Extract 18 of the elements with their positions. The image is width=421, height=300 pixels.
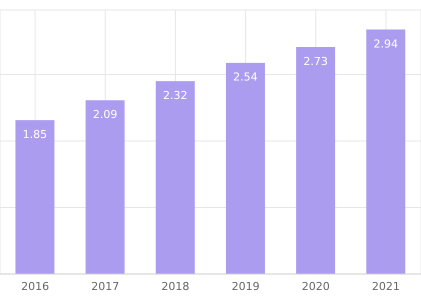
x-tick-label: 2018 (161, 280, 190, 293)
x-tick-label: 2021 (372, 280, 400, 293)
data-label: 2.94 (374, 37, 398, 50)
bar (296, 47, 336, 274)
data-label: 2.09 (92, 108, 118, 122)
x-tick-label: 2017 (91, 280, 120, 293)
bar (86, 100, 125, 274)
x-tick-label: 2019 (232, 280, 260, 293)
x-tick-label: 2016 (21, 280, 50, 293)
bar (226, 62, 265, 274)
data-label: 1.85 (22, 128, 48, 141)
data-label: 2.32 (163, 88, 188, 102)
data-label: 2.73 (303, 54, 328, 68)
bar (156, 81, 195, 274)
bar (15, 120, 54, 274)
x-tick-label: 2020 (302, 280, 330, 293)
bar (366, 30, 406, 274)
data-label: 2.54 (233, 70, 258, 84)
